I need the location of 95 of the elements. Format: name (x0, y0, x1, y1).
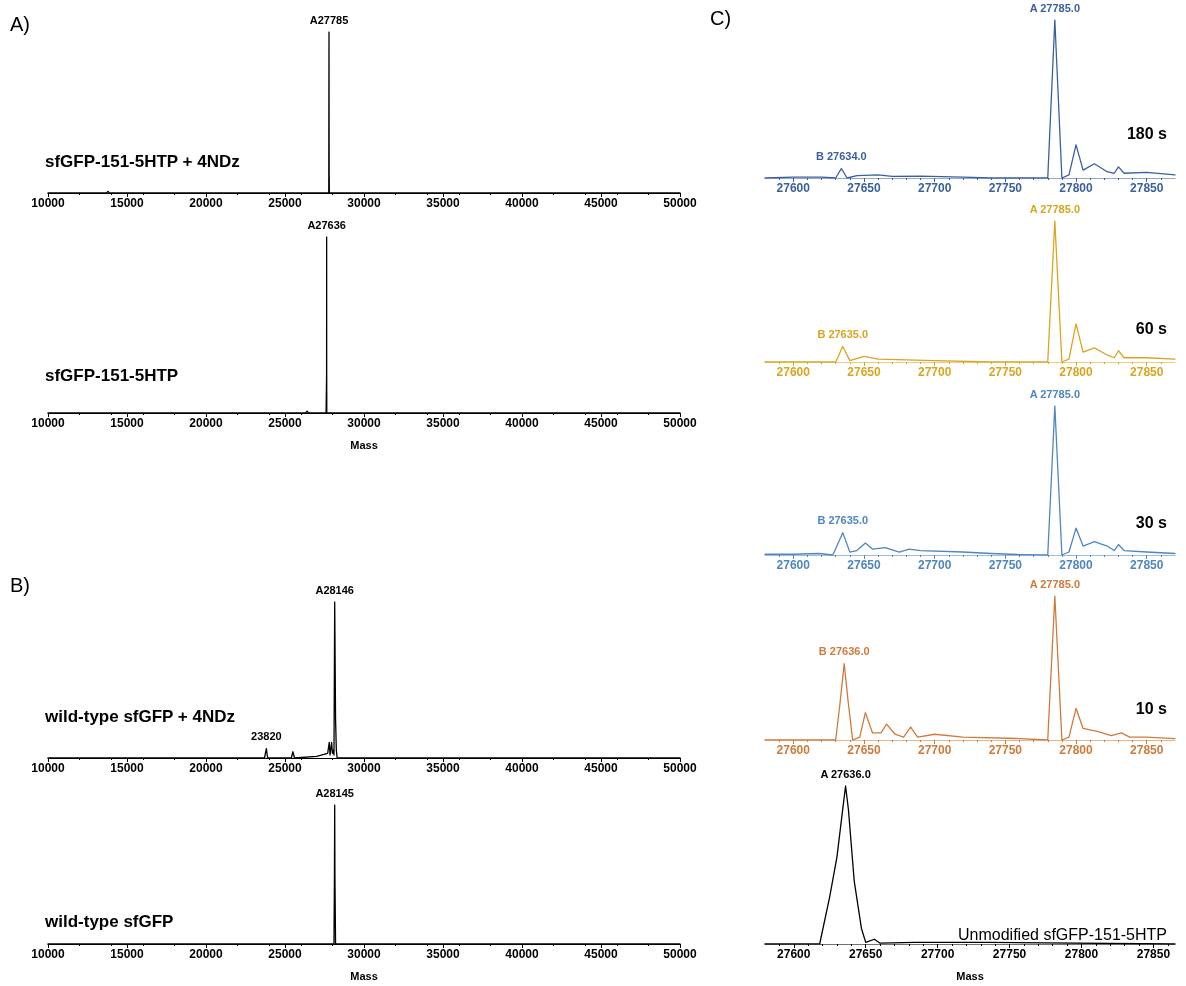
x-tick-label: 20000 (189, 416, 224, 430)
x-tick-label: 20000 (189, 761, 224, 775)
x-tick-label: 30000 (347, 761, 382, 775)
x-tick-label: 45000 (584, 196, 619, 210)
x-tick-label: 27750 (988, 558, 1023, 572)
x-tick-label: 25000 (268, 761, 303, 775)
x-tick-label: 27600 (776, 181, 811, 195)
text: wild-type sfGFP (44, 912, 174, 931)
x-tick-label: 27750 (992, 947, 1027, 961)
x-tick-label: 40000 (505, 761, 540, 775)
annotation: A 27636.0 (820, 767, 871, 780)
x-tick-label: 40000 (505, 196, 540, 210)
text: A) (10, 13, 30, 35)
x-tick-label: 15000 (110, 196, 145, 210)
x-tick-label: 40000 (505, 947, 540, 961)
x-tick-label: 27700 (920, 947, 955, 961)
x-tick-label: 30000 (347, 947, 382, 961)
x-tick-label: 27600 (776, 365, 811, 379)
text: sfGFP-151-5HTP (45, 366, 179, 385)
x-tick-label: 50000 (663, 947, 698, 961)
x-tick-label: 10000 (31, 196, 66, 210)
text: B) (10, 574, 30, 596)
annotation: A 27785.0 (1029, 577, 1081, 590)
annotation: A27785 (309, 13, 349, 26)
x-tick-label: 27650 (847, 181, 881, 195)
x-tick-label: 10000 (31, 947, 66, 961)
x-tick-label: 45000 (584, 761, 619, 775)
x-tick-label: 35000 (426, 761, 461, 775)
x-tick-label: 27650 (847, 365, 881, 379)
text: Unmodified sfGFP-151-5HTP (958, 925, 1168, 943)
x-tick-label: 15000 (110, 416, 145, 430)
annotation: B 27636.0 (818, 645, 870, 658)
x-tick-label: 15000 (110, 761, 145, 775)
x-tick-label: 25000 (268, 196, 303, 210)
x-tick-label: 50000 (663, 761, 698, 775)
x-tick-label: 27700 (917, 558, 952, 572)
text: wild-type sfGFP + 4NDz (44, 707, 236, 726)
text: 180 s (1126, 124, 1168, 142)
x-tick-label: 20000 (189, 196, 224, 210)
x-tick-label: 27650 (847, 743, 881, 757)
annotation: B 27635.0 (817, 327, 869, 340)
x-axis-title: Mass (956, 969, 984, 982)
x-tick-label: 10000 (31, 416, 66, 430)
x-tick-label: 27600 (776, 743, 811, 757)
annotation: A 27785.0 (1029, 1, 1081, 14)
annotation: A 27785.0 (1029, 387, 1081, 400)
x-tick-label: 40000 (505, 416, 540, 430)
x-tick-label: 45000 (584, 947, 619, 961)
x-axis-title: Mass (350, 438, 378, 451)
x-tick-label: 50000 (663, 196, 698, 210)
text: 30 s (1135, 513, 1168, 531)
x-tick-label: 35000 (426, 947, 461, 961)
text: C) (710, 7, 732, 29)
annotation: A28146 (315, 583, 354, 596)
x-tick-label: 35000 (426, 196, 461, 210)
x-tick-label: 30000 (347, 196, 382, 210)
annotation: A28145 (315, 786, 354, 799)
x-tick-label: 27700 (917, 743, 952, 757)
x-tick-label: 27850 (1130, 181, 1164, 195)
x-tick-label: 20000 (189, 947, 224, 961)
x-tick-label: 25000 (268, 416, 303, 430)
x-tick-label: 27850 (1130, 365, 1164, 379)
annotation: B 27635.0 (817, 514, 869, 527)
x-tick-label: 30000 (347, 416, 382, 430)
x-tick-label: 27800 (1059, 181, 1094, 195)
x-tick-label: 27800 (1059, 743, 1094, 757)
x-tick-label: 15000 (110, 947, 145, 961)
annotation: A27636 (307, 218, 346, 231)
x-tick-label: 50000 (663, 416, 698, 430)
x-tick-label: 27750 (988, 743, 1023, 757)
x-tick-label: 27800 (1059, 558, 1094, 572)
x-tick-label: 27700 (917, 181, 952, 195)
x-tick-label: 27800 (1064, 947, 1099, 961)
text: sfGFP-151-5HTP + 4NDz (45, 152, 240, 171)
x-tick-label: 27600 (776, 558, 811, 572)
x-tick-label: 27850 (1130, 558, 1164, 572)
x-tick-label: 27750 (988, 365, 1023, 379)
x-tick-label: 27800 (1059, 365, 1094, 379)
x-tick-label: 27750 (988, 181, 1023, 195)
text: 10 s (1135, 699, 1168, 717)
x-tick-label: 27850 (1136, 947, 1171, 961)
x-tick-label: 27650 (847, 558, 881, 572)
x-tick-label: 25000 (268, 947, 303, 961)
x-tick-label: 27600 (777, 947, 811, 961)
x-tick-label: 27850 (1130, 743, 1164, 757)
text: 60 s (1135, 319, 1168, 337)
x-tick-label: 27700 (917, 365, 952, 379)
annotation: B 27634.0 (815, 150, 867, 163)
annotation: 23820 (251, 730, 282, 743)
x-tick-label: 10000 (31, 761, 66, 775)
x-tick-label: 45000 (584, 416, 619, 430)
x-tick-label: 35000 (426, 416, 461, 430)
x-tick-label: 27650 (849, 947, 883, 961)
x-axis-title: Mass (350, 969, 378, 982)
annotation: A 27785.0 (1029, 202, 1081, 215)
